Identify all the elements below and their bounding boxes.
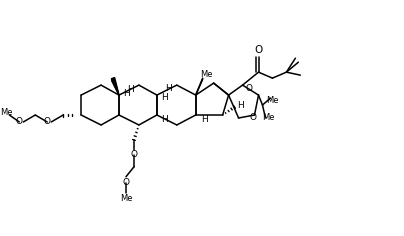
Text: O: O [122,178,129,187]
Text: H: H [162,93,168,101]
Polygon shape [112,78,119,95]
Text: O: O [249,114,256,122]
Text: Me: Me [200,70,213,79]
Polygon shape [112,80,119,95]
Text: Me: Me [120,194,132,203]
Text: O: O [44,118,51,126]
Text: O: O [130,150,137,159]
Text: O: O [16,118,23,126]
Text: H: H [128,84,134,94]
Text: Me: Me [262,114,275,122]
Text: H: H [124,88,130,98]
Text: H: H [162,115,168,125]
Text: H: H [237,101,244,110]
Text: Me: Me [0,108,13,117]
Text: Me: Me [266,96,279,105]
Text: O: O [255,45,263,55]
Text: H: H [165,84,172,93]
Text: O: O [245,84,252,93]
Text: H: H [201,115,208,125]
